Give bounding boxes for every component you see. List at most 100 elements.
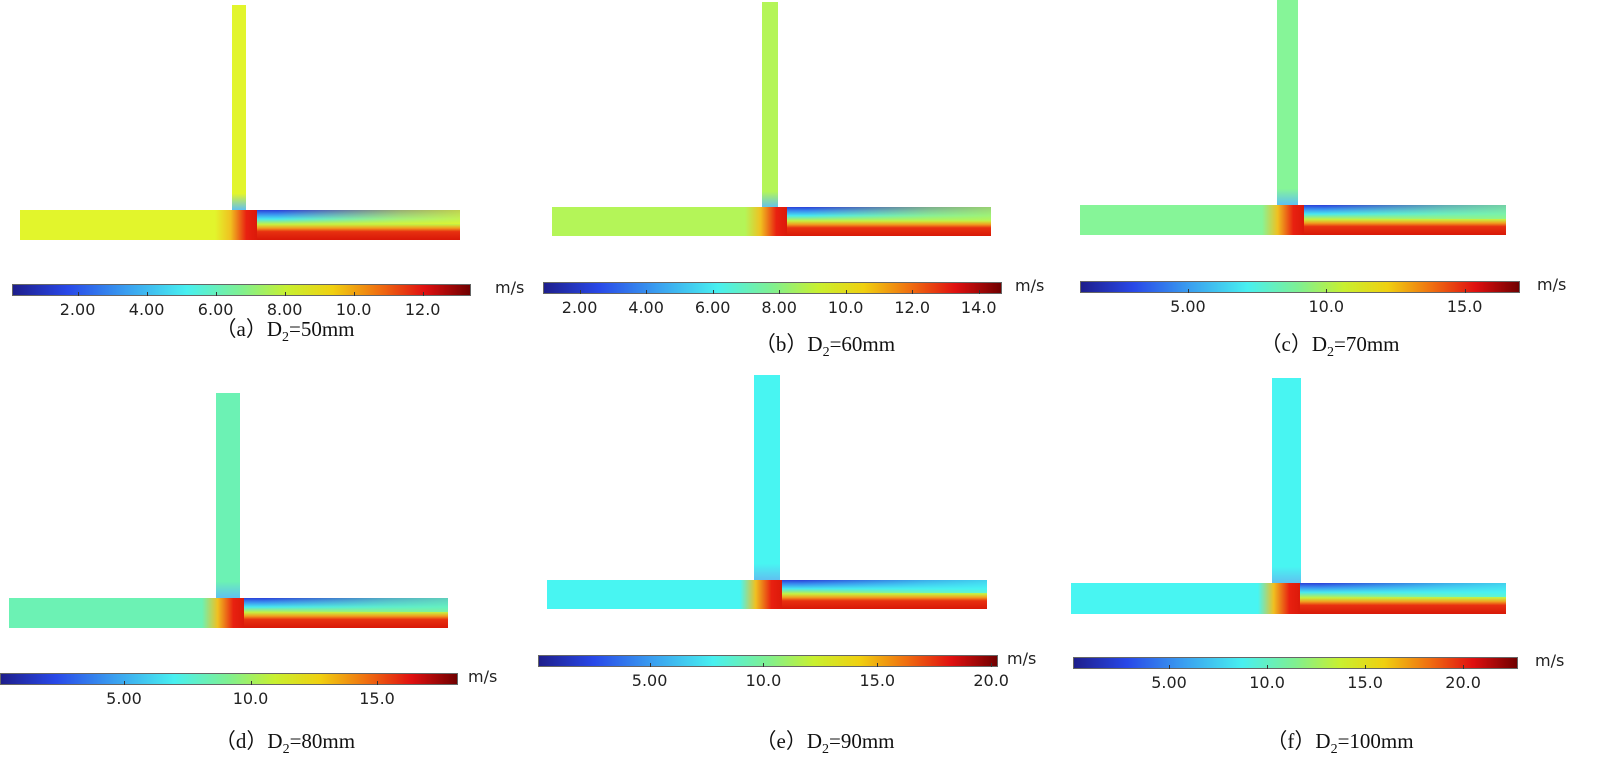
colorbar-tick: [250, 681, 252, 685]
colorbar-tick-label: 15.0: [1347, 673, 1383, 692]
colorbar-unit-label: m/s: [1537, 275, 1567, 294]
caption-label: （e）: [755, 729, 807, 753]
colorbar-tick-label: 2.00: [561, 298, 598, 317]
colorbar-tick-label: 6.00: [197, 300, 234, 319]
colorbar-tick-label: 4.00: [128, 300, 165, 319]
colorbar-tick-label: 5.00: [106, 689, 142, 708]
horizontal-main-pipe: [552, 207, 991, 236]
colorbar-tick: [1187, 289, 1189, 293]
colorbar-tick: [579, 290, 581, 294]
colorbar-tick: [763, 663, 765, 667]
colorbar-tick: [123, 681, 125, 685]
colorbar-tick: [215, 292, 217, 296]
panel-caption: （d）D2=80mm: [215, 725, 355, 758]
colorbar-tick: [912, 290, 914, 294]
junction-transition: [1258, 583, 1303, 614]
wake-recovery: [257, 210, 460, 224]
vertical-branch-pipe: [754, 375, 780, 580]
wake-recovery: [782, 580, 987, 594]
colorbar-tick: [712, 290, 714, 294]
colorbar-tick: [1463, 665, 1465, 669]
colorbar-tick: [779, 290, 781, 294]
wake-recovery: [787, 207, 991, 221]
caption-value: =90mm: [828, 729, 895, 753]
colorbar-tick: [649, 663, 651, 667]
caption-variable: D: [267, 729, 283, 753]
junction-transition: [215, 210, 260, 240]
caption-subscript: 2: [282, 742, 290, 758]
caption-variable: D: [266, 317, 282, 341]
colorbar-tick: [991, 663, 993, 667]
caption-label: （d）: [214, 729, 268, 753]
caption-value: =100mm: [1337, 729, 1414, 753]
colorbar-tick: [845, 290, 847, 294]
colorbar-tick: [978, 290, 980, 294]
colorbar-unit-label: m/s: [468, 667, 498, 686]
caption-label: （f）: [1266, 729, 1316, 753]
colorbar-tick: [1326, 289, 1328, 293]
panel-caption: （a）D2=50mm: [215, 313, 354, 346]
colorbar-tick: [1365, 665, 1367, 669]
caption-value: =50mm: [288, 317, 355, 341]
panel-caption: （b）D2=60mm: [755, 328, 895, 361]
colorbar-unit-label: m/s: [495, 278, 525, 297]
colorbar-tick: [377, 681, 379, 685]
colorbar-tick-label: 10.0: [1249, 673, 1285, 692]
horizontal-main-pipe: [9, 598, 448, 628]
caption-value: =80mm: [289, 729, 356, 753]
colorbar-tick: [1267, 665, 1269, 669]
caption-value: =70mm: [1333, 332, 1400, 356]
vertical-branch-pipe: [232, 5, 246, 210]
colorbar-tick-label: 14.0: [960, 298, 997, 317]
colorbar: [1080, 281, 1520, 293]
colorbar-tick: [877, 663, 879, 667]
caption-label: （c）: [1260, 332, 1312, 356]
colorbar-tick-label: 12.0: [404, 300, 441, 319]
caption-subscript: 2: [281, 330, 289, 346]
caption-subscript: 2: [1330, 742, 1338, 758]
caption-subscript: 2: [1326, 345, 1334, 361]
colorbar: [1073, 657, 1518, 669]
panel-caption: （c）D2=70mm: [1260, 328, 1399, 361]
junction-transition: [1262, 205, 1307, 235]
colorbar-tick-label: 8.00: [266, 300, 303, 319]
panel-caption: （f）D2=100mm: [1266, 725, 1413, 758]
colorbar-tick: [646, 290, 648, 294]
colorbar-tick: [146, 292, 148, 296]
colorbar: [12, 284, 471, 296]
horizontal-main-pipe: [1080, 205, 1506, 235]
colorbar-tick-label: 10.0: [1308, 297, 1345, 316]
colorbar-tick-label: 20.0: [1445, 673, 1481, 692]
wake-recovery: [1304, 205, 1506, 219]
colorbar: [538, 655, 998, 667]
junction-transition: [202, 598, 247, 628]
junction-transition: [740, 580, 785, 609]
colorbar-unit-label: m/s: [1007, 649, 1037, 668]
colorbar-tick: [422, 292, 424, 296]
colorbar-tick: [353, 292, 355, 296]
colorbar-tick-label: 5.00: [1151, 673, 1187, 692]
caption-variable: D: [806, 729, 822, 753]
vertical-branch-pipe: [216, 393, 240, 598]
caption-label: （a）: [215, 317, 267, 341]
colorbar-tick-label: 10.0: [335, 300, 372, 319]
horizontal-main-pipe: [1071, 583, 1506, 614]
colorbar-unit-label: m/s: [1535, 651, 1565, 670]
wake-recovery: [244, 598, 448, 612]
colorbar-tick-label: 12.0: [894, 298, 930, 317]
caption-value: =60mm: [829, 332, 896, 356]
colorbar-tick-label: 20.0: [973, 671, 1009, 690]
colorbar-tick-label: 10.0: [827, 298, 864, 317]
colorbar-tick-label: 10.0: [232, 689, 269, 708]
colorbar-tick: [77, 292, 79, 296]
wake-recovery: [1300, 583, 1506, 597]
colorbar-tick: [1464, 289, 1466, 293]
colorbar: [543, 282, 1002, 294]
colorbar-tick-label: 2.00: [59, 300, 96, 319]
vertical-branch-pipe: [1277, 0, 1298, 205]
caption-subscript: 2: [822, 345, 830, 361]
colorbar-tick-label: 6.00: [694, 298, 731, 317]
horizontal-main-pipe: [547, 580, 987, 609]
colorbar-tick-label: 15.0: [359, 689, 395, 708]
horizontal-main-pipe: [20, 210, 460, 240]
